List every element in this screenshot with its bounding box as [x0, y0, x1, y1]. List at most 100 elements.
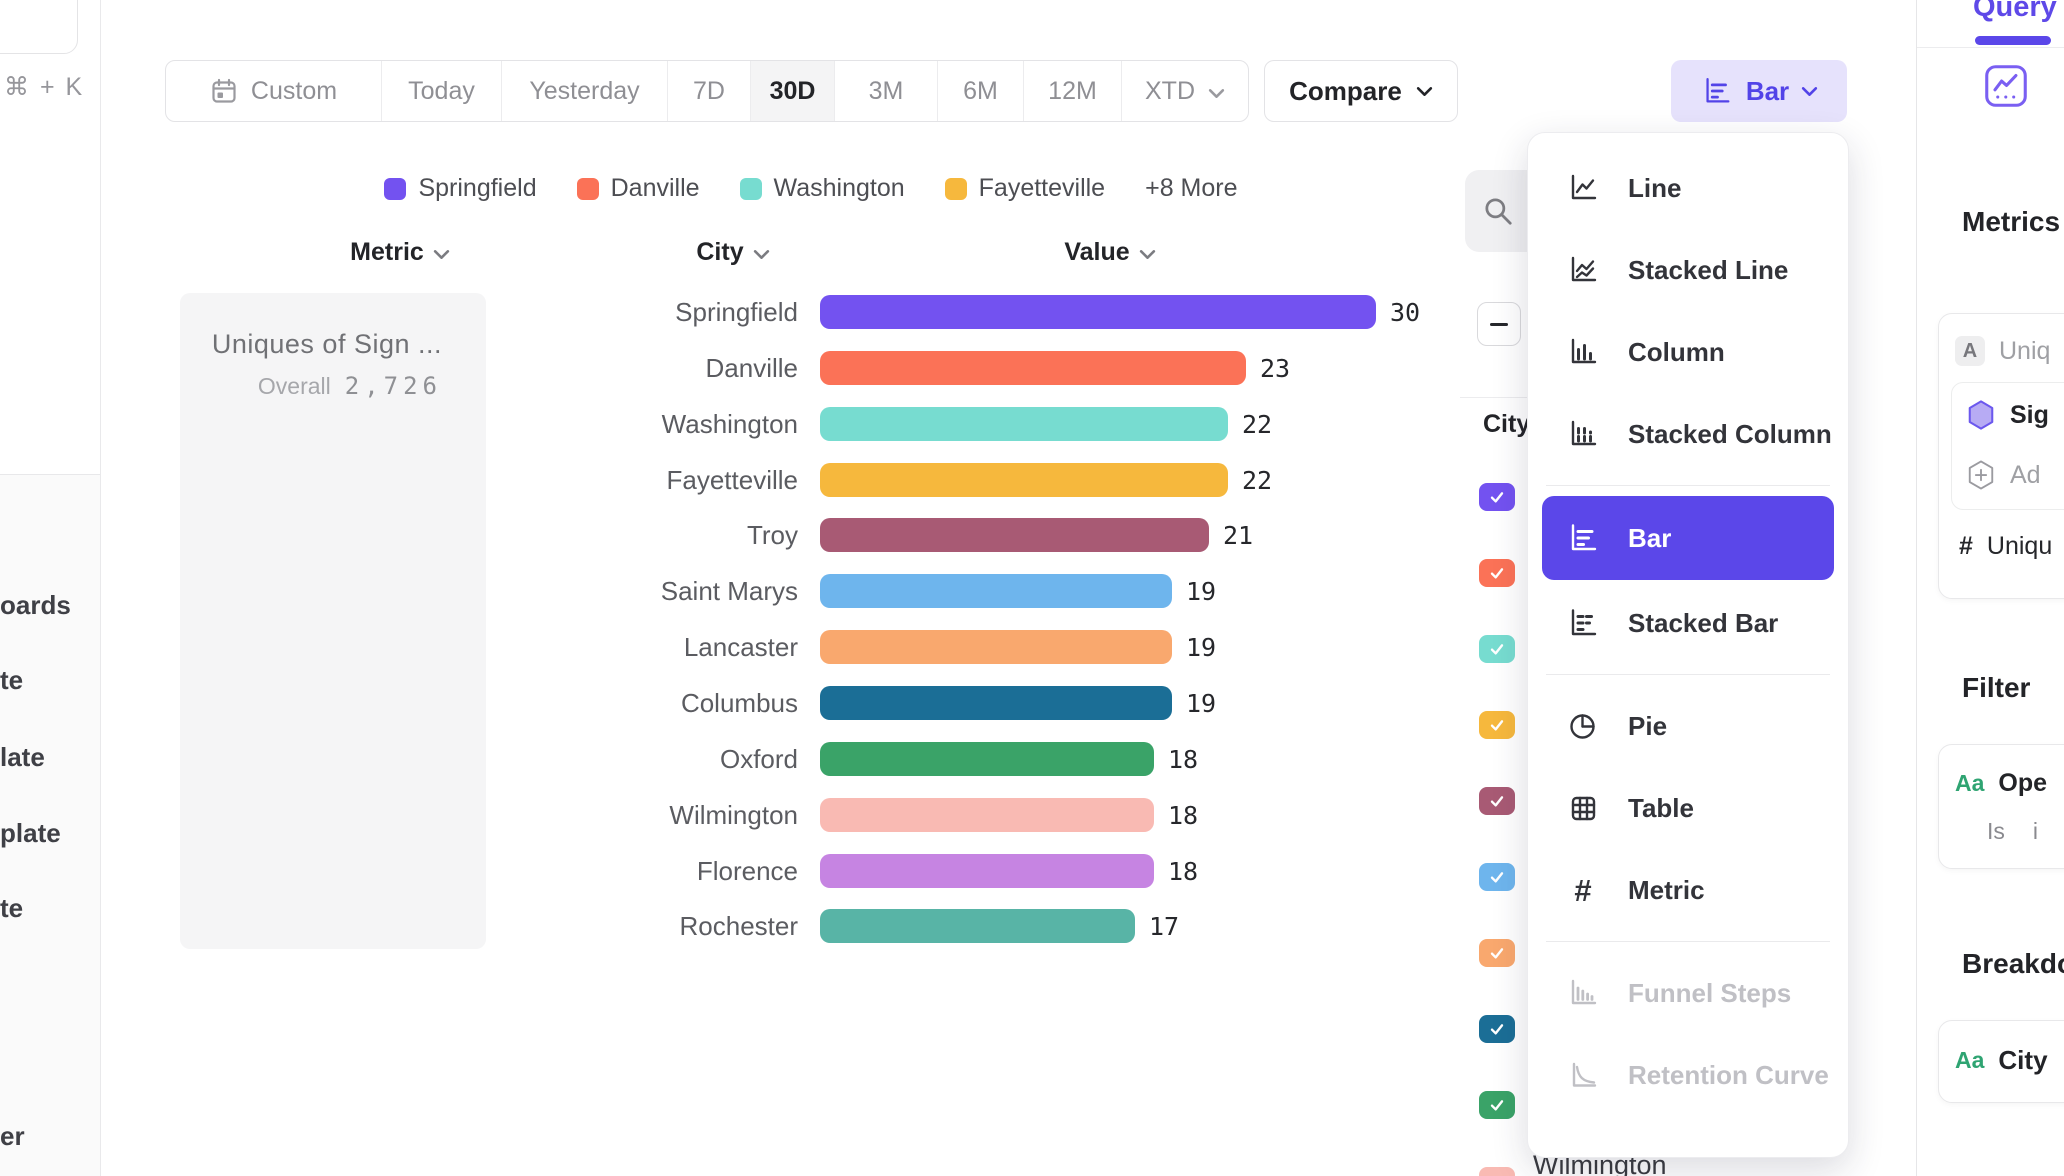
bar-value: 18: [1168, 800, 1199, 830]
search-icon: [1481, 194, 1515, 228]
range-12m[interactable]: 12M: [1023, 61, 1121, 121]
filter-card: Aa Ope Is i: [1938, 744, 2064, 869]
breakdown-heading: Breakdo: [1962, 948, 2064, 979]
menu-item-pie[interactable]: Pie: [1528, 685, 1848, 767]
range-30d[interactable]: 30D: [750, 61, 834, 121]
sidebar-item-fragment[interactable]: late: [0, 742, 45, 772]
chart-type-button[interactable]: Bar: [1671, 60, 1847, 122]
menu-divider: [1546, 485, 1830, 486]
menu-item-stacked-line[interactable]: Stacked Line: [1528, 229, 1848, 311]
query-panel-border: [1916, 0, 1917, 1176]
city-checkbox-saint-marys[interactable]: [1479, 863, 1515, 891]
legend-item-danville[interactable]: Danville: [576, 174, 700, 203]
metric-row-a[interactable]: A Uniq: [1955, 336, 2064, 366]
legend-swatch: [384, 177, 407, 200]
bar-chart-icon: [1564, 520, 1602, 556]
range-today[interactable]: Today: [381, 61, 501, 121]
chevron-down-icon: [1801, 86, 1818, 97]
chevron-down-icon: [1139, 246, 1156, 260]
sidebar-item-fragment[interactable]: er: [0, 1121, 25, 1151]
bar-value: 22: [1242, 465, 1273, 495]
column-header-metric[interactable]: Metric: [300, 238, 500, 267]
check-icon: [1486, 488, 1508, 506]
sidebar-item-fragment[interactable]: te: [0, 893, 24, 923]
menu-item-column[interactable]: Column: [1528, 311, 1848, 393]
sidebar-item-fragment[interactable]: oards: [0, 590, 71, 620]
menu-item-bar[interactable]: Bar: [1542, 496, 1834, 580]
event-row[interactable]: Sig: [1966, 399, 2064, 431]
range-7d[interactable]: 7D: [667, 61, 750, 121]
range-xtd[interactable]: XTD: [1121, 61, 1248, 121]
bar-value: 23: [1260, 353, 1291, 383]
legend-swatch: [739, 177, 762, 200]
city-checkbox-columbus[interactable]: [1479, 1015, 1515, 1043]
range-yesterday[interactable]: Yesterday: [501, 61, 667, 121]
compare-button[interactable]: Compare: [1264, 60, 1458, 122]
city-checkbox-lancaster[interactable]: [1479, 939, 1515, 967]
legend-item-springfield[interactable]: Springfield: [384, 174, 537, 203]
bar-row-danville: Danville 23: [560, 351, 1290, 385]
bar-row-troy: Troy 21: [560, 518, 1253, 552]
bar-row-saint-marys: Saint Marys 19: [560, 574, 1216, 608]
menu-item-stacked-column[interactable]: Stacked Column: [1528, 393, 1848, 475]
city-checkbox-troy[interactable]: [1479, 787, 1515, 815]
stacked-column-chart-icon: [1564, 416, 1602, 452]
legend-more[interactable]: +8 More: [1145, 174, 1238, 202]
breakdown-property-row[interactable]: Aa City: [1955, 1045, 2048, 1075]
text-type-icon: Aa: [1955, 1047, 1985, 1073]
bar-value: 18: [1168, 744, 1199, 774]
city-checkbox-springfield[interactable]: [1479, 483, 1515, 511]
bar-label: Wilmington: [669, 799, 798, 830]
city-checkbox-wilmington[interactable]: [1479, 1167, 1515, 1176]
count-row[interactable]: # Uniqu: [1959, 532, 2053, 560]
overall-value: 2,726: [344, 372, 442, 400]
sidebar-search-box[interactable]: [0, 0, 78, 54]
bar: [820, 854, 1154, 888]
bar: [820, 686, 1172, 720]
bar-label: Saint Marys: [660, 575, 798, 606]
chevron-down-icon: [753, 246, 770, 260]
funnel-steps-icon: [1564, 975, 1602, 1011]
legend-item-fayetteville[interactable]: Fayetteville: [944, 174, 1105, 203]
city-checkbox-danville[interactable]: [1479, 559, 1515, 587]
sidebar-item-fragment[interactable]: te: [0, 665, 24, 695]
menu-divider: [1546, 941, 1830, 942]
hash-icon: #: [1959, 532, 1973, 560]
column-header-city[interactable]: City: [633, 238, 833, 267]
menu-item-line[interactable]: Line: [1528, 147, 1848, 229]
tab-query[interactable]: Query: [1973, 0, 2057, 23]
menu-item-stacked-bar[interactable]: Stacked Bar: [1528, 582, 1848, 664]
metric-card: Uniques of Sign ... Overall 2,726: [180, 293, 486, 949]
city-checkbox-fayetteville[interactable]: [1479, 711, 1515, 739]
column-header-value[interactable]: Value: [1010, 238, 1210, 267]
range-6m[interactable]: 6M: [937, 61, 1023, 121]
menu-item-table[interactable]: Table: [1528, 767, 1848, 849]
bar-row-washington: Washington 22: [560, 407, 1272, 441]
insights-chart-icon[interactable]: [1984, 64, 2028, 108]
bar-row-lancaster: Lancaster 19: [560, 630, 1216, 664]
legend-item-washington[interactable]: Washington: [739, 174, 905, 203]
city-checkbox-oxford[interactable]: [1479, 1091, 1515, 1119]
filter-condition-row[interactable]: Is i: [1987, 818, 2039, 844]
check-icon: [1486, 564, 1508, 582]
sidebar-item-fragment[interactable]: plate: [0, 818, 61, 848]
bar-value: 30: [1390, 297, 1421, 327]
retention-curve-icon: [1564, 1057, 1602, 1093]
bar-value: 21: [1223, 520, 1254, 550]
menu-item-metric[interactable]: # Metric: [1528, 849, 1848, 931]
city-checkbox-washington[interactable]: [1479, 635, 1515, 663]
add-event-row[interactable]: Ad: [1966, 459, 2064, 491]
collapse-button[interactable]: [1477, 302, 1521, 346]
bar-label: Fayetteville: [666, 464, 799, 495]
metric-row-label: Uniq: [1999, 336, 2051, 365]
bar: [820, 574, 1172, 608]
bar-label: Springfield: [675, 296, 798, 327]
keyboard-shortcut-hint: ⌘ + K: [4, 73, 85, 101]
legend: Springfield Danville Washington Fayettevill…: [165, 174, 1457, 203]
overall-label: Overall: [257, 373, 331, 399]
bar-label: Florence: [696, 855, 798, 886]
range-3m[interactable]: 3M: [834, 61, 937, 121]
range-custom[interactable]: Custom: [166, 61, 381, 121]
filter-property-row[interactable]: Aa Ope: [1955, 769, 2048, 797]
